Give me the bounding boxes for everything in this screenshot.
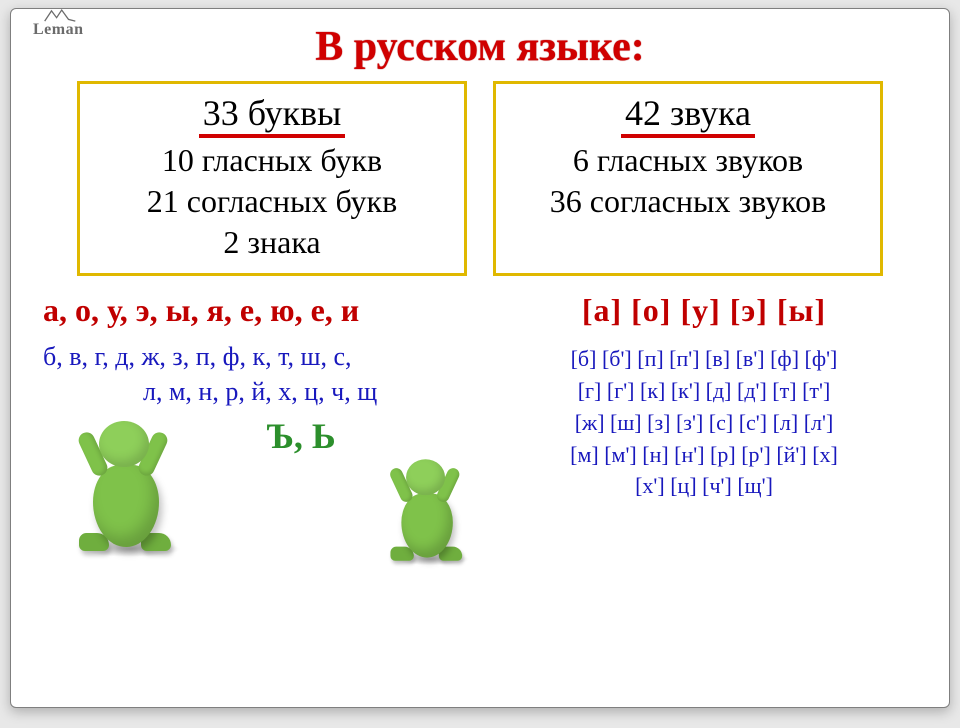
- summary-boxes: 33 буквы 10 гласных букв 21 согласных бу…: [11, 81, 949, 276]
- letters-headline: 33 буквы: [199, 92, 346, 138]
- consonant-letters: б, в, г, д, ж, з, п, ф, к, т, ш, с, л, м…: [37, 339, 475, 409]
- sounds-line-2: 36 согласных звуков: [520, 181, 856, 222]
- brand-logo: Leman: [33, 21, 84, 39]
- consonant-sounds-row-1: [б] [б'] [п] [п'] [в] [в'] [ф] [ф']: [485, 343, 923, 375]
- consonant-sounds-row-4: [м] [м'] [н] [н'] [р] [р'] [й'] [х]: [485, 439, 923, 471]
- letters-line-2: 21 согласных букв: [104, 181, 440, 222]
- letters-box: 33 буквы 10 гласных букв 21 согласных бу…: [77, 81, 467, 276]
- vowel-sounds: [а] [о] [у] [э] [ы]: [485, 292, 923, 329]
- character-figure-right: [384, 459, 478, 560]
- consonant-letters-row-1: б, в, г, д, ж, з, п, ф, к, т, ш, с,: [43, 342, 352, 371]
- consonant-sounds-row-2: [г] [г'] [к] [к'] [д] [д'] [т] [т']: [485, 375, 923, 407]
- poster: Leman В русском языке: 33 буквы 10 гласн…: [10, 8, 950, 708]
- brand-text: Leman: [33, 21, 84, 38]
- consonant-letters-row-2: л, м, н, р, й, х, ц, ч, щ: [43, 374, 475, 409]
- letters-line-3: 2 знака: [104, 222, 440, 263]
- sounds-headline: 42 звука: [621, 92, 755, 138]
- sounds-column: [а] [о] [у] [э] [ы] [б] [б'] [п] [п'] [в…: [485, 292, 923, 502]
- consonant-sounds: [б] [б'] [п] [п'] [в] [в'] [ф] [ф'] [г] …: [485, 343, 923, 502]
- sounds-line-1: 6 гласных звуков: [520, 140, 856, 181]
- sounds-box: 42 звука 6 гласных звуков 36 согласных з…: [493, 81, 883, 276]
- character-figure-left: [71, 421, 191, 551]
- vowel-letters: а, о, у, э, ы, я, е, ю, е, и: [37, 292, 475, 329]
- mountain-icon: [43, 9, 77, 23]
- consonant-sounds-row-5: [х'] [ц] [ч'] [щ']: [485, 470, 923, 502]
- letters-line-1: 10 гласных букв: [104, 140, 440, 181]
- consonant-sounds-row-3: [ж] [ш] [з] [з'] [с] [с'] [л] [л']: [485, 407, 923, 439]
- page-title: В русском языке:: [11, 23, 949, 71]
